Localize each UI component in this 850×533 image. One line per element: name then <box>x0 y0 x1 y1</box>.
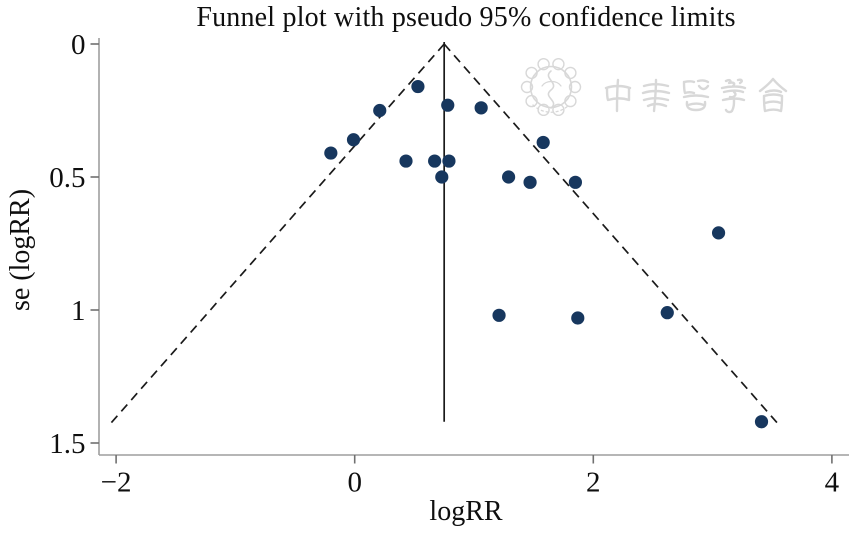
cma-watermark <box>520 57 788 117</box>
data-point <box>442 154 456 168</box>
scatter-points <box>324 79 769 429</box>
y-tick-label: 1 <box>71 295 86 327</box>
data-point <box>441 98 455 112</box>
data-point <box>660 306 674 320</box>
seal-scallop-lobe <box>552 57 565 71</box>
seal-scallop-lobe <box>552 103 565 117</box>
data-point <box>571 311 585 325</box>
x-tick-label: 0 <box>347 467 362 499</box>
seal-scallop-lobe <box>520 80 534 94</box>
seal-scallop-lobe <box>568 80 582 94</box>
seal-scallop-lobe <box>564 66 577 80</box>
right-ci-limit-line <box>443 43 779 424</box>
data-point <box>523 175 537 189</box>
data-point <box>501 170 516 184</box>
chart-title: Funnel plot with pseudo 95% confidence l… <box>196 2 736 33</box>
x-tick-label: −2 <box>101 467 132 499</box>
funnel-ci-lines <box>110 42 779 424</box>
seal-scallop-lobe <box>525 66 538 80</box>
data-point <box>474 101 488 115</box>
cma-calligraphy-text <box>604 77 788 114</box>
data-point <box>399 154 413 168</box>
y-tick-label: 1.5 <box>49 428 85 460</box>
data-point <box>536 135 550 150</box>
data-point <box>435 170 449 184</box>
seal-scallop-lobe <box>525 94 538 108</box>
x-tick-label: 2 <box>586 467 601 499</box>
data-point <box>492 308 506 322</box>
data-point <box>411 79 425 94</box>
data-point <box>324 146 338 160</box>
x-axis-label: logRR <box>429 496 503 527</box>
data-point <box>754 415 769 429</box>
data-point <box>373 103 387 118</box>
left-ci-limit-line <box>110 43 445 424</box>
seal-scallop-lobe <box>564 94 577 108</box>
axes <box>98 38 849 456</box>
y-tick-label: 0.5 <box>49 162 85 194</box>
data-point <box>346 133 361 147</box>
seal-scallop-lobe <box>537 103 550 117</box>
axis-ticks <box>90 43 833 464</box>
data-point <box>711 226 726 240</box>
data-point <box>568 175 583 189</box>
axis-tick-labels: 0 0.5 1 1.5 −2 0 2 4 <box>49 29 839 499</box>
data-point <box>428 154 442 168</box>
seal-scallop-lobe <box>537 57 550 71</box>
x-tick-label: 4 <box>825 467 840 499</box>
y-tick-label: 0 <box>71 29 86 61</box>
cma-seal-icon <box>520 57 582 117</box>
